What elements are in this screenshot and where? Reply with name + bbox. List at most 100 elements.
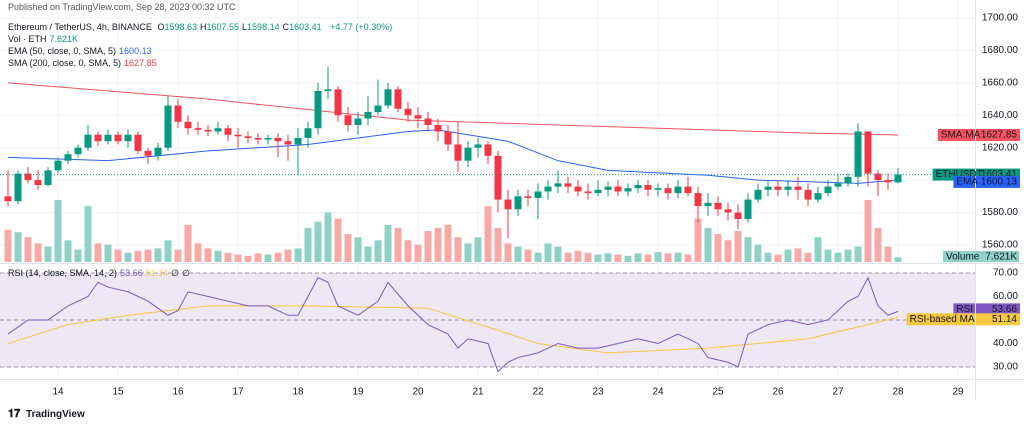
name: SMA (200, close, 0, SMA, 5) <box>8 58 122 68</box>
sma-legend: SMA (200, close, 0, SMA, 5) 1627.85 <box>8 58 160 68</box>
candle-body <box>574 186 582 192</box>
ohlc-label: L <box>242 22 248 32</box>
candle-body <box>24 173 32 181</box>
volume-bar <box>254 253 262 262</box>
candle-body <box>744 199 752 220</box>
axis-border <box>975 0 976 400</box>
volume-bar <box>634 253 642 262</box>
tag-bg <box>976 313 1020 326</box>
volume-tag-value: 7.621K <box>985 252 1017 263</box>
candle-body <box>774 186 782 190</box>
change: +4.77 (+0.30%) <box>330 22 393 32</box>
candle-body <box>594 189 602 194</box>
candle-body <box>184 121 192 129</box>
x-tick-label: 25 <box>712 387 724 398</box>
volume-bar <box>584 252 592 262</box>
name: EMA (50, close, 0, SMA, 5) <box>8 46 117 56</box>
volume-bar <box>554 246 562 262</box>
volume-bar <box>64 240 72 262</box>
volume-bar <box>134 250 142 262</box>
tag-bg <box>976 175 1020 188</box>
volume-bar <box>344 234 352 262</box>
candle-body <box>134 134 142 151</box>
volume-bar <box>294 248 302 262</box>
volume-bar <box>454 237 462 262</box>
volume-bar <box>564 252 572 262</box>
volume-bar <box>614 254 622 262</box>
candle-body <box>894 174 902 183</box>
candle-body <box>244 136 252 138</box>
volume-bar <box>594 254 602 262</box>
y-tick-label: 1560.00 <box>982 240 1019 251</box>
candle-body <box>4 196 12 202</box>
volume-bar <box>194 243 202 262</box>
volume-bar <box>144 249 152 262</box>
volume-bar <box>834 252 842 262</box>
volume-bar <box>414 244 422 262</box>
volume-bar <box>14 232 22 262</box>
x-tick-label: 24 <box>652 387 664 398</box>
candle-body <box>764 186 772 190</box>
candle-body <box>504 199 512 210</box>
candle-body <box>584 191 592 194</box>
candle-body <box>694 193 702 207</box>
candle-body <box>624 188 632 192</box>
candle-body <box>394 89 402 109</box>
y-tick-label: 60.00 <box>993 291 1018 302</box>
volume-bar <box>644 254 652 262</box>
candle-body <box>164 105 172 148</box>
volume-bar <box>864 200 872 262</box>
volume-bar <box>884 246 892 262</box>
volume-bar <box>224 252 232 262</box>
name: Vol · ETH <box>8 34 47 44</box>
volume-bar <box>324 212 332 262</box>
candle-body <box>854 131 862 177</box>
volume-bar <box>184 224 192 262</box>
value: 1627.85 <box>124 58 157 68</box>
volume-bar <box>204 248 212 262</box>
candle-body <box>554 183 562 187</box>
volume-bar <box>364 246 372 262</box>
ohlc-value: 1598.14 <box>247 22 280 32</box>
candle-body <box>664 188 672 194</box>
volume-bar <box>724 240 732 262</box>
volume-bar <box>754 244 762 262</box>
volume-bar <box>354 237 362 262</box>
y-tick-label: 1580.00 <box>982 207 1019 218</box>
volume-bar <box>404 240 412 262</box>
volume-bar <box>764 252 772 262</box>
candle-body <box>444 131 452 145</box>
ohlc-value: 1603.41 <box>289 22 322 32</box>
volume-bar <box>484 206 492 262</box>
tag-bg <box>976 303 1020 316</box>
volume-bar <box>314 221 322 262</box>
volume-bar <box>674 252 682 262</box>
volume-bar <box>394 227 402 262</box>
candle-body <box>354 118 362 125</box>
ohlc-value: 1598.63 <box>164 22 197 32</box>
candle-body <box>794 186 802 190</box>
name: RSI (14, close, SMA, 14, 2) <box>8 268 118 278</box>
ohlc-label: H <box>199 22 207 32</box>
rsi-line <box>7 305 899 354</box>
x-tick-label: 20 <box>412 387 424 398</box>
volume-bar <box>434 227 442 262</box>
tag-value: 51.14 <box>992 314 1017 325</box>
x-tick-label: 21 <box>472 387 484 398</box>
candle-body <box>234 134 242 137</box>
candle-body <box>114 134 122 142</box>
ema-legend: EMA (50, close, 0, SMA, 5) 1600.13 <box>8 46 155 56</box>
volume-bar <box>284 249 292 262</box>
tag-value: 1600.13 <box>981 177 1018 188</box>
x-tick-label: 23 <box>592 387 604 398</box>
candle-body <box>104 134 112 142</box>
candle-body <box>144 150 152 156</box>
indicator-line <box>7 82 899 136</box>
candle-body <box>284 141 292 145</box>
candle-body <box>264 137 272 140</box>
x-tick-label: 16 <box>172 387 184 398</box>
volume-bar <box>734 231 742 262</box>
candle-body <box>94 134 102 142</box>
y-tick-label: 1620.00 <box>982 142 1019 153</box>
candle-body <box>384 89 392 106</box>
